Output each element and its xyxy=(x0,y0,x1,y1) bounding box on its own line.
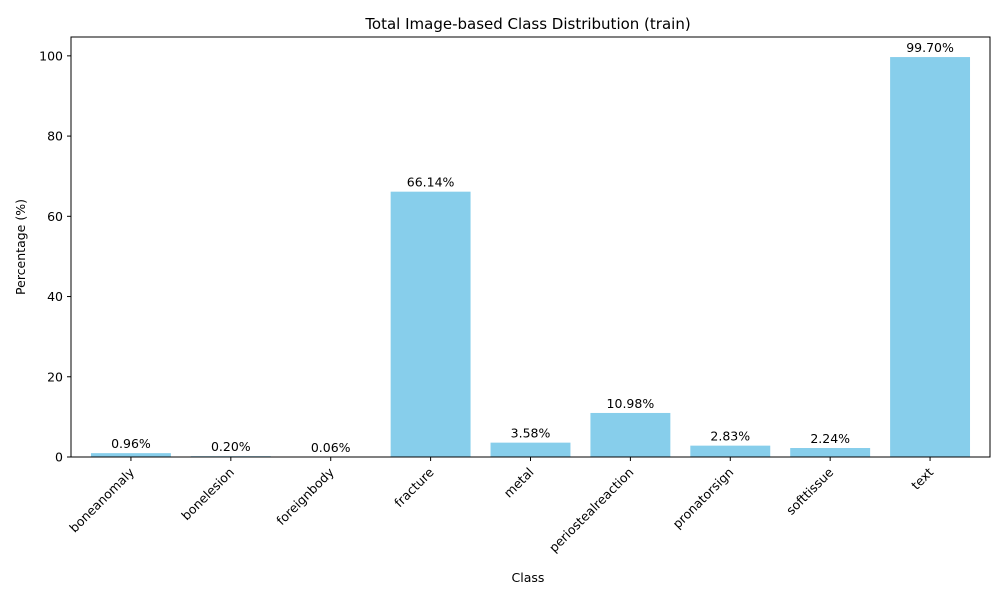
y-tick-label: 80 xyxy=(47,129,63,144)
x-tick-label-boneanomaly: boneanomaly xyxy=(66,464,137,535)
x-tick-label-periostealreaction: periostealreaction xyxy=(546,465,637,556)
data-label-foreignbody: 0.06% xyxy=(311,440,351,455)
bar-metal xyxy=(490,442,571,457)
x-tick-label-foreignbody: foreignbody xyxy=(273,464,337,528)
y-tick-label: 60 xyxy=(47,209,63,224)
bars-group xyxy=(90,57,971,457)
bar-boneanomaly xyxy=(90,453,171,457)
x-tick-label-bonelesion: bonelesion xyxy=(178,465,237,524)
x-tick-label-metal: metal xyxy=(501,465,537,501)
data-label-periostealreaction: 10.98% xyxy=(607,396,655,411)
y-axis-label: Percentage (%) xyxy=(13,199,28,295)
bar-fracture xyxy=(390,191,471,457)
x-tick-label-pronatorsign: pronatorsign xyxy=(670,465,737,532)
y-tick-label: 0 xyxy=(55,450,63,465)
data-label-bonelesion: 0.20% xyxy=(211,439,251,454)
x-tick-label-fracture: fracture xyxy=(391,464,437,510)
bar-pronatorsign xyxy=(690,445,771,457)
data-label-softtissue: 2.24% xyxy=(810,431,850,446)
y-tick-label: 100 xyxy=(39,48,63,63)
plot-area-frame xyxy=(70,36,991,458)
chart-title: Total Image-based Class Distribution (tr… xyxy=(364,15,690,33)
y-tick-label: 40 xyxy=(47,289,63,304)
ticks-group: boneanomaly bonelesion foreignbody fracture… xyxy=(39,48,936,555)
data-label-text: 99.70% xyxy=(906,40,954,55)
x-axis-label: Class xyxy=(512,570,545,585)
bar-softtissue xyxy=(790,448,871,457)
data-label-metal: 3.58% xyxy=(511,426,551,441)
data-label-fracture: 66.14% xyxy=(407,175,455,190)
data-label-pronatorsign: 2.83% xyxy=(710,429,750,444)
x-tick-label-softtissue: softtissue xyxy=(783,464,836,517)
bar-text xyxy=(890,57,971,457)
data-labels-group: 0.96% 0.20% 0.06% 66.14% 3.58% 10.98% 2.83% 2.2… xyxy=(111,40,954,455)
bar-periostealreaction xyxy=(590,412,671,457)
y-tick-label: 20 xyxy=(47,369,63,384)
x-tick-label-text: text xyxy=(908,464,936,492)
data-label-boneanomaly: 0.96% xyxy=(111,436,151,451)
